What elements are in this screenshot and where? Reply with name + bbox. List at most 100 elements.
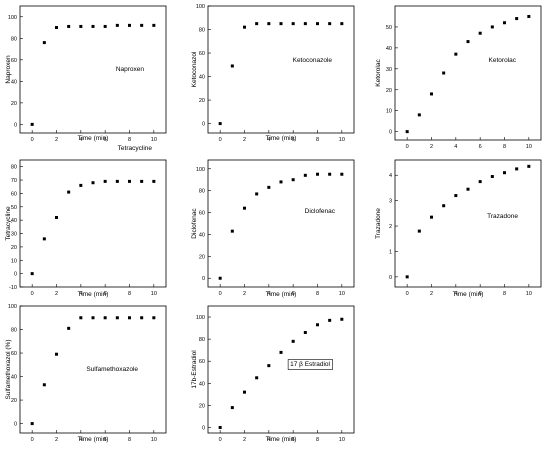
y-tick-label: 0 — [389, 275, 392, 281]
plot-frame — [19, 5, 167, 134]
plot-frame — [394, 5, 542, 141]
x-tick-label: 4 — [267, 137, 270, 143]
panel-annotation: Tetracycline — [118, 145, 153, 152]
data-point — [243, 390, 246, 394]
x-tick-label: 8 — [128, 437, 131, 443]
x-axis-label: Time (min) — [266, 135, 297, 142]
x-tick-label: 4 — [454, 144, 457, 150]
y-axis-label: Ketoconazol — [191, 51, 198, 87]
x-tick-label: 0 — [406, 291, 409, 297]
y-tick-label: 10 — [386, 109, 392, 115]
data-point — [67, 190, 71, 194]
data-point — [316, 22, 319, 26]
data-point — [140, 316, 144, 320]
y-tick-label: 0 — [14, 422, 17, 428]
chart-panel-3: 0 2 4 6 8 10 0 10 20 30 40 50 Ketorolac Ketorolac — [375, 5, 542, 150]
data-point — [230, 64, 234, 68]
x-tick-label: 0 — [219, 437, 222, 443]
x-tick-label: 2 — [243, 437, 246, 443]
panel-annotation: Trazadone — [487, 213, 518, 220]
y-tick-label: -10 — [9, 285, 17, 291]
data-point — [515, 167, 519, 171]
x-tick-label: 6 — [292, 437, 295, 443]
x-tick-label: 10 — [151, 437, 157, 443]
data-point — [454, 194, 458, 198]
y-tick-label: 70 — [11, 178, 17, 184]
data-point — [67, 24, 71, 28]
x-tick-label: 2 — [55, 137, 58, 143]
data-point — [466, 187, 470, 191]
data-point — [340, 172, 344, 176]
data-point — [115, 316, 119, 320]
y-tick-label: 40 — [199, 232, 205, 238]
x-tick-label: 0 — [406, 144, 409, 150]
data-point — [515, 17, 519, 21]
y-tick-label: 80 — [11, 165, 17, 171]
data-point — [279, 180, 283, 184]
data-point — [79, 316, 83, 320]
data-point — [303, 331, 307, 335]
x-tick-label: 4 — [79, 137, 82, 143]
data-point — [316, 323, 319, 327]
y-tick-label: 1 — [389, 249, 392, 255]
x-tick-label: 6 — [479, 144, 482, 150]
y-tick-label: 40 — [11, 375, 17, 381]
y-tick-label: 60 — [199, 51, 205, 57]
data-point — [442, 204, 446, 208]
data-point — [527, 164, 531, 168]
x-tick-label: 4 — [267, 437, 270, 443]
data-point — [503, 171, 506, 175]
data-point — [340, 22, 344, 26]
y-axis-label: Tetracycline — [5, 206, 12, 241]
x-tick-label: 8 — [128, 137, 131, 143]
data-point — [291, 178, 295, 182]
data-point — [442, 71, 446, 75]
data-point — [478, 180, 482, 184]
data-point — [267, 22, 271, 26]
data-point — [255, 22, 259, 26]
data-point — [128, 179, 131, 183]
x-tick-label: 8 — [316, 437, 319, 443]
plot-frame — [394, 159, 542, 288]
y-tick-label: 40 — [386, 46, 392, 52]
x-tick-label: 0 — [31, 437, 34, 443]
panel-annotation: Ketoconazole — [293, 57, 333, 64]
y-axis-label: Diclofenac — [191, 208, 198, 239]
x-tick-label: 10 — [526, 291, 532, 297]
data-point — [115, 179, 119, 183]
data-point — [291, 22, 295, 26]
y-tick-label: 0 — [202, 425, 205, 431]
data-point — [490, 175, 494, 179]
y-tick-label: 4 — [389, 173, 392, 179]
x-tick-label: 2 — [55, 291, 58, 297]
data-point — [152, 23, 156, 27]
panel-annotation: Sulfamethoxazole — [86, 366, 138, 373]
data-point — [340, 317, 344, 321]
y-tick-label: 20 — [199, 98, 205, 104]
annotation-box — [287, 359, 333, 370]
y-tick-label: 80 — [11, 328, 17, 334]
y-tick-label: 80 — [199, 189, 205, 195]
x-tick-label: 0 — [219, 137, 222, 143]
data-point — [405, 275, 409, 279]
y-tick-label: 40 — [11, 79, 17, 85]
x-tick-label: 2 — [430, 144, 433, 150]
y-tick-label: 100 — [196, 4, 205, 10]
y-tick-label: 80 — [199, 28, 205, 34]
data-point — [328, 22, 332, 26]
y-tick-label: 60 — [199, 211, 205, 217]
x-tick-label: 0 — [31, 291, 34, 297]
data-point — [255, 376, 259, 380]
y-axis-label: 17b-Estradiol — [191, 350, 198, 389]
x-axis-label: Time (min) — [78, 291, 109, 298]
x-axis-label: Time (min) — [78, 436, 109, 443]
y-tick-label: 60 — [199, 359, 205, 365]
y-tick-label: 50 — [11, 205, 17, 211]
y-tick-label: 0 — [202, 276, 205, 282]
data-point — [79, 24, 83, 28]
